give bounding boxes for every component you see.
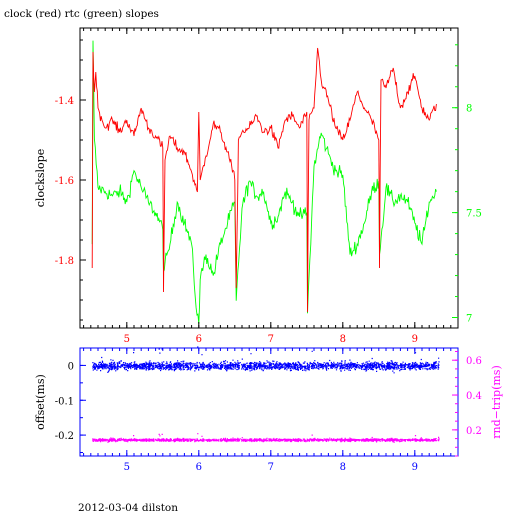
offset-series-group bbox=[92, 346, 440, 443]
offset-panel: 5 6 7 8 9 0 -0.1 -0.2 0.6 0.4 0.2 offset(ms) rnd−t… bbox=[34, 346, 503, 473]
x-tick-label: 8 bbox=[340, 462, 346, 473]
offset-points bbox=[92, 346, 440, 374]
x-tick-label: 5 bbox=[124, 334, 130, 345]
right-axis-label-roundtrip: rnd−trip(ms) bbox=[490, 365, 503, 439]
footer-date-location: 2012-03-04 dilston bbox=[78, 502, 178, 512]
roundtrip-series-magenta bbox=[92, 433, 440, 443]
x-tick-label: 6 bbox=[196, 462, 202, 473]
x-tick-label: 7 bbox=[268, 462, 274, 473]
chart-title: clock (red) rtc (green) slopes bbox=[4, 8, 159, 20]
left-tick-label: -1.6 bbox=[55, 176, 74, 187]
left-tick-label: 0 bbox=[68, 361, 74, 372]
slopes-series-group bbox=[91, 40, 437, 324]
x-tick-label: 6 bbox=[196, 334, 202, 345]
left-tick-label: -0.1 bbox=[55, 396, 74, 407]
rtc-slope-series-green bbox=[91, 40, 437, 324]
x-tick-label: 7 bbox=[268, 334, 274, 345]
roundtrip-points bbox=[92, 433, 440, 443]
left-axis-label-offset: offset(ms) bbox=[34, 374, 47, 430]
slopes-axes-group: 5 6 7 8 9 -1.4 -1.6 -1.8 8 7.5 7 bbox=[55, 28, 482, 345]
slopes-panel: 5 6 7 8 9 -1.4 -1.6 -1.8 8 7.5 7 clockslope bbox=[34, 27, 482, 345]
right-tick-label: 0.2 bbox=[466, 426, 482, 437]
right-tick-label: 0.4 bbox=[466, 391, 482, 402]
x-tick-label: 9 bbox=[412, 334, 418, 345]
right-tick-label: 7.5 bbox=[466, 209, 482, 220]
left-tick-label: -0.2 bbox=[55, 431, 74, 442]
right-tick-label: 8 bbox=[466, 104, 472, 115]
left-tick-label: -1.4 bbox=[55, 96, 74, 107]
slopes-plot-frame bbox=[79, 27, 459, 329]
offset-plot-frame bbox=[79, 347, 459, 457]
right-tick-label: 7 bbox=[466, 314, 472, 325]
offset-axes-group: 5 6 7 8 9 0 -0.1 -0.2 0.6 0.4 0.2 bbox=[55, 347, 482, 473]
left-axis-label-clockslope: clockslope bbox=[34, 149, 47, 207]
x-tick-label: 8 bbox=[340, 334, 346, 345]
x-tick-label: 9 bbox=[412, 462, 418, 473]
x-tick-label: 5 bbox=[124, 462, 130, 473]
left-tick-label: -1.8 bbox=[55, 256, 74, 267]
right-tick-label: 0.6 bbox=[466, 356, 482, 367]
clock-slope-series-red bbox=[91, 47, 437, 313]
offset-series-blue bbox=[92, 346, 440, 374]
